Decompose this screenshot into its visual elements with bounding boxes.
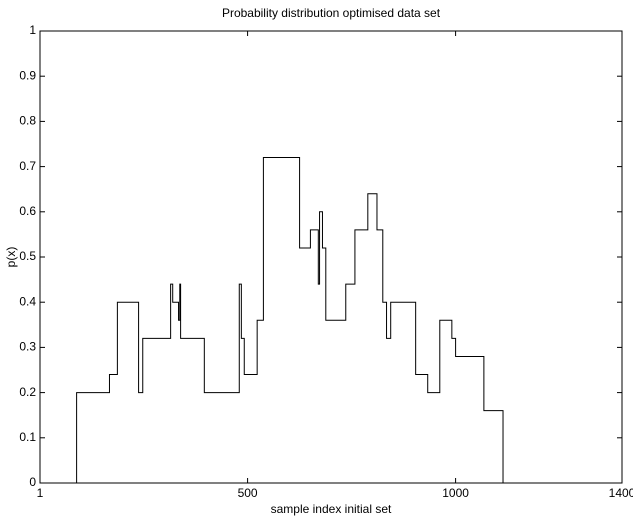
y-tick-label: 0.2 — [19, 385, 36, 399]
y-tick-label: 1 — [29, 23, 36, 37]
y-tick-label: 0 — [29, 475, 36, 489]
y-tick-label: 0.1 — [19, 430, 36, 444]
y-axis-label: p(x) — [4, 247, 18, 268]
x-axis-label: sample index initial set — [271, 502, 392, 516]
y-tick-label: 0.3 — [19, 340, 36, 354]
y-tick-label: 0.7 — [19, 159, 36, 173]
x-tick-label: 500 — [238, 486, 258, 500]
y-tick-label: 0.5 — [19, 249, 36, 263]
y-tick-label: 0.9 — [19, 68, 36, 82]
x-tick-label: 1400 — [609, 486, 633, 500]
y-tick-label: 0.6 — [19, 204, 36, 218]
data-line — [76, 157, 504, 483]
y-tick-label: 0.8 — [19, 114, 36, 128]
x-tick-label: 1 — [37, 486, 44, 500]
x-tick-label: 1000 — [442, 486, 469, 500]
chart-title: Probability distribution optimised data … — [222, 6, 441, 20]
y-tick-label: 0.4 — [19, 294, 36, 308]
